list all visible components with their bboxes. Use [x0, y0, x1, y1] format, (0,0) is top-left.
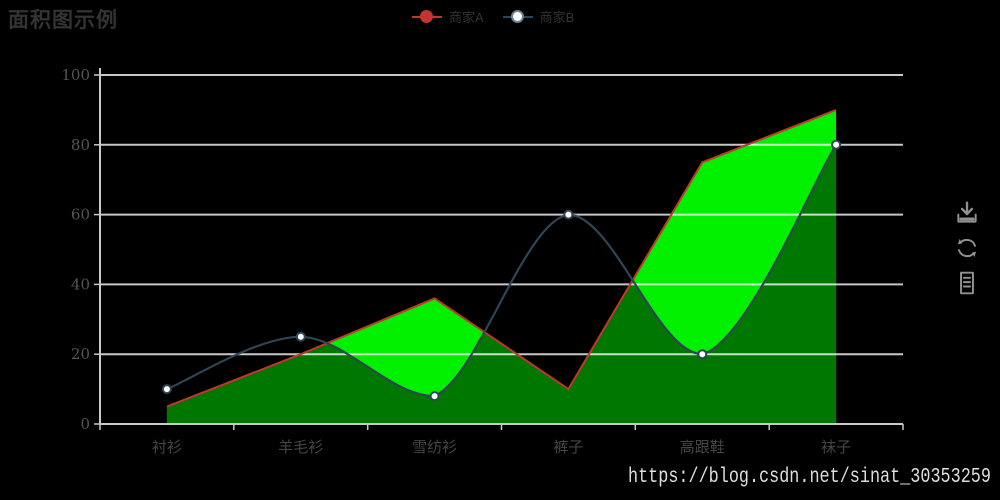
- legend-b-circle: [510, 9, 524, 23]
- series-a-line[interactable]: [166, 108, 837, 408]
- series-b-symbol[interactable]: [697, 349, 708, 360]
- y-axis-label: 0: [80, 415, 90, 433]
- legend-label-a: 商家A: [449, 10, 484, 25]
- x-axis-label: 高跟鞋: [680, 439, 725, 456]
- series-b-symbol[interactable]: [161, 384, 172, 395]
- x-axis-label: 裤子: [553, 439, 583, 456]
- legend-marker-b: [502, 9, 533, 24]
- data-view-icon[interactable]: [954, 270, 980, 296]
- series-b-symbol[interactable]: [831, 139, 842, 150]
- legend-item-merchant-a[interactable]: 商家A: [412, 7, 484, 26]
- x-axis-label: 衬衫: [152, 439, 182, 456]
- legend-marker-a: [412, 9, 442, 24]
- toolbox: [954, 200, 980, 296]
- restore-icon[interactable]: [954, 235, 980, 261]
- y-axis-label: 20: [71, 345, 90, 363]
- x-axis-label: 羊毛衫: [278, 439, 323, 456]
- y-axis-label: 100: [61, 66, 90, 84]
- y-axis-label: 40: [71, 275, 90, 293]
- legend-a-circle: [420, 9, 433, 23]
- y-axis-label: 60: [71, 206, 90, 224]
- series-b-symbol[interactable]: [563, 209, 574, 220]
- chart-title: 面积图示例: [8, 9, 118, 32]
- x-axis-label: 雪纺衫: [412, 439, 457, 456]
- watermark-url: https://blog.csdn.net/sinat_30353259: [628, 466, 991, 489]
- legend-label-b: 商家B: [539, 10, 575, 25]
- series-b-symbol[interactable]: [429, 391, 440, 402]
- save-image-icon[interactable]: [954, 200, 980, 226]
- y-axis-label: 80: [71, 136, 90, 154]
- legend-item-merchant-b[interactable]: 商家B: [502, 7, 575, 26]
- legend: 商家A 商家B: [412, 7, 574, 26]
- x-axis-label: 袜子: [821, 439, 851, 456]
- series-b-symbol[interactable]: [295, 331, 306, 342]
